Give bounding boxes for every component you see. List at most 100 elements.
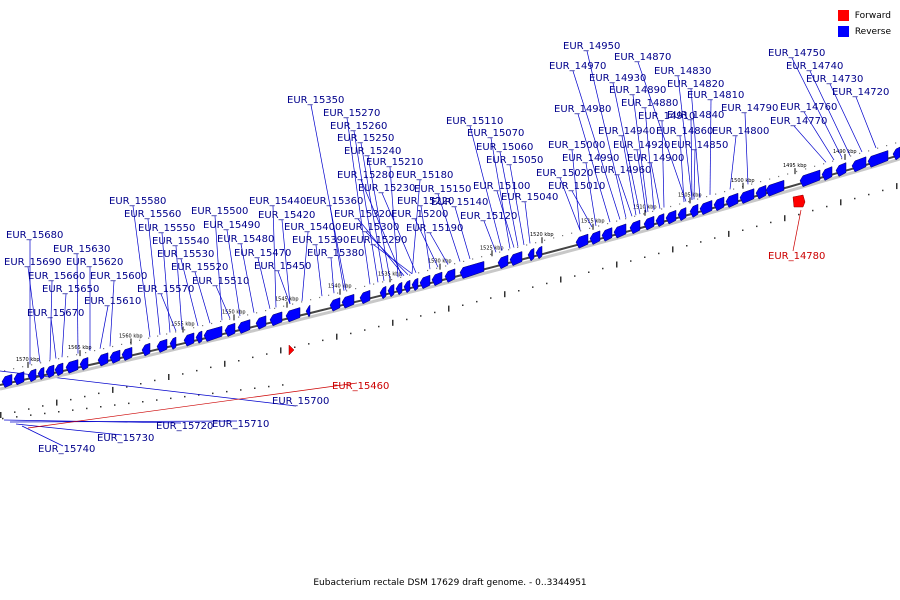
gene-label: EUR_15040: [501, 192, 558, 203]
forward-track-mark: [546, 282, 548, 285]
reverse-gene-arrow: [54, 362, 64, 377]
forward-track-mark: [658, 252, 660, 255]
gene-label: EUR_15550: [138, 223, 195, 234]
reverse-gene-arrow: [195, 330, 203, 344]
reverse-gene-arrow: [851, 156, 867, 173]
label-leader: [469, 125, 503, 251]
label-leader: [454, 206, 471, 260]
reverse-gene-arrow: [411, 277, 419, 292]
gene-label: EUR_15450: [254, 261, 311, 272]
scale-tick-label: 1555 kbp: [171, 321, 195, 327]
track-dot: [4, 370, 6, 372]
reverse-gene-arrow: [27, 368, 37, 383]
track-dot: [625, 218, 627, 220]
gene-label: EUR_14910: [638, 111, 695, 122]
gene-label: EUR_15500: [191, 206, 248, 217]
gene-label: EUR_14830: [654, 66, 711, 77]
forward-track-mark: [686, 245, 688, 247]
track-dot: [220, 320, 222, 322]
reverse-gene-arrow: [183, 332, 195, 347]
label-leader: [49, 280, 53, 360]
forward-track-mark: [70, 398, 72, 401]
track-dot: [382, 281, 384, 283]
gene-label: EUR_15630: [53, 244, 110, 255]
track-dot: [805, 168, 807, 170]
track-dot: [238, 316, 240, 318]
gene-label: EUR_15730: [97, 433, 154, 444]
forward-track-mark: [266, 353, 268, 355]
track-dot: [796, 170, 798, 173]
reverse-gene-arrow: [13, 371, 25, 386]
label-leader: [677, 75, 693, 200]
label-leader: [571, 149, 581, 231]
forward-track-mark: [728, 230, 730, 237]
legend-forward: Forward: [837, 10, 891, 21]
track-dot: [76, 354, 78, 356]
label-leader: [147, 218, 161, 335]
track-dot: [85, 352, 87, 354]
label-leader: [381, 192, 417, 273]
gene-label: EUR_15140: [431, 197, 488, 208]
track-dot: [58, 358, 60, 360]
track-dot: [688, 201, 690, 203]
reverse-gene-arrow: [835, 162, 847, 177]
gene-label: EUR_15250: [337, 133, 394, 144]
scale-tick-label: 1500 kbp: [731, 178, 755, 184]
gene-label: EUR_15520: [171, 262, 228, 273]
label-leader: [367, 155, 391, 280]
reverse-gene-arrow: [255, 315, 267, 330]
track-dot: [553, 237, 555, 239]
track-dot: [715, 193, 717, 195]
label-leader: [636, 149, 647, 213]
gene-label: EUR_15000: [548, 140, 605, 151]
track-dot: [445, 265, 447, 267]
scale-tick-label: 1490 kbp: [833, 149, 857, 155]
label-leader: [330, 257, 335, 294]
reverse-gene-arrow: [79, 357, 89, 371]
lower-track-mark: [282, 384, 284, 386]
forward-track-mark: [294, 346, 296, 348]
lower-track-mark: [72, 409, 74, 411]
label-leader: [365, 231, 409, 275]
track-dot: [634, 215, 636, 217]
lower-track-mark: [156, 399, 158, 401]
track-dot: [175, 331, 177, 333]
track-dot: [346, 290, 348, 292]
label-leader: [524, 201, 531, 244]
reverse-gene-arrow: [269, 311, 283, 327]
label-leader: [420, 205, 431, 270]
track-dot: [229, 318, 231, 320]
legend-reverse-label: Reverse: [854, 26, 891, 37]
reverse-swatch: [837, 26, 849, 37]
lower-track-mark: [114, 404, 116, 406]
forward-track-mark: [462, 304, 464, 306]
lower-track-mark: [142, 401, 144, 403]
label-leader: [637, 61, 687, 202]
label-leader: [792, 209, 802, 252]
gene-label: EUR_14720: [832, 87, 889, 98]
track-dot: [31, 364, 33, 366]
track-dot: [166, 333, 168, 335]
gene-label: EUR_14760: [780, 102, 837, 113]
gene-label: EUR_14790: [721, 103, 778, 114]
track-dot: [580, 230, 582, 232]
reverse-gene-arrow: [156, 338, 168, 353]
reverse-gene-arrow: [359, 289, 371, 305]
forward-track-mark: [378, 325, 380, 328]
label-leader: [661, 120, 665, 208]
label-leader: [76, 253, 79, 354]
legend-forward-label: Forward: [854, 10, 891, 21]
gene-label: EUR_14820: [667, 79, 724, 90]
reverse-gene-arrow: [121, 346, 133, 361]
gene-label: EUR_15380: [307, 248, 364, 259]
reverse-gene-arrow: [431, 271, 443, 287]
reverse-gene-arrow: [629, 219, 641, 235]
reverse-gene-arrow: [535, 245, 543, 260]
track-dot: [292, 303, 294, 305]
gene-label: EUR_14770: [770, 116, 827, 127]
reverse-gene-arrow: [689, 203, 699, 218]
track-dot: [535, 242, 537, 244]
forward-gene-arrow: [792, 194, 806, 208]
track-dot: [481, 256, 483, 258]
scale-tick-label: 1505 kbp: [678, 192, 702, 198]
